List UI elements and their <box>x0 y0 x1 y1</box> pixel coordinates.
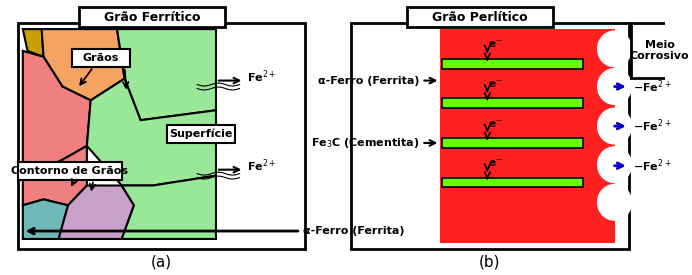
Text: Fe$^{2+}$: Fe$^{2+}$ <box>247 157 276 174</box>
Bar <box>408 7 554 27</box>
Bar <box>72 49 130 67</box>
Bar <box>442 59 583 69</box>
Bar <box>440 29 614 243</box>
Bar <box>442 98 583 108</box>
Circle shape <box>598 69 632 104</box>
Bar <box>80 7 226 27</box>
Polygon shape <box>117 29 216 120</box>
Text: −Fe$^{2+}$: −Fe$^{2+}$ <box>633 157 672 174</box>
Text: e$^{-}$: e$^{-}$ <box>488 119 502 130</box>
Polygon shape <box>59 186 134 239</box>
Polygon shape <box>42 29 125 100</box>
Text: Superfície: Superfície <box>170 129 233 139</box>
Text: (b): (b) <box>479 254 500 269</box>
Polygon shape <box>23 146 87 205</box>
Text: Meio
Corrosivo: Meio Corrosivo <box>630 40 690 61</box>
Polygon shape <box>122 176 216 239</box>
Text: Fe$_3$C (Cementita): Fe$_3$C (Cementita) <box>311 136 419 150</box>
Text: α-Ferro (Ferrita): α-Ferro (Ferrita) <box>302 226 404 236</box>
Text: e$^{-}$: e$^{-}$ <box>488 158 502 169</box>
Text: Grão Perlítico: Grão Perlítico <box>432 11 528 24</box>
Polygon shape <box>23 29 44 57</box>
Bar <box>167 125 235 143</box>
Bar <box>630 23 689 78</box>
Bar <box>18 162 122 180</box>
Text: −Fe$^{2+}$: −Fe$^{2+}$ <box>633 78 672 95</box>
Bar <box>351 23 629 249</box>
Polygon shape <box>23 199 68 239</box>
Text: Grão Ferrítico: Grão Ferrítico <box>104 11 201 24</box>
Bar <box>442 178 583 188</box>
Circle shape <box>598 31 632 67</box>
Text: Grãos: Grãos <box>83 53 119 63</box>
Text: (a): (a) <box>152 254 172 269</box>
Polygon shape <box>23 51 91 170</box>
Circle shape <box>598 108 632 144</box>
Text: e$^{-}$: e$^{-}$ <box>488 79 502 90</box>
Text: e$^{-}$: e$^{-}$ <box>488 39 502 50</box>
Text: −Fe$^{2+}$: −Fe$^{2+}$ <box>633 118 672 134</box>
Text: α-Ferro (Ferrita): α-Ferro (Ferrita) <box>318 76 419 86</box>
Bar <box>18 23 305 249</box>
Text: Fe$^{2+}$: Fe$^{2+}$ <box>247 68 276 85</box>
Bar <box>442 138 583 148</box>
Circle shape <box>598 147 632 183</box>
Text: Contorno de Grãos: Contorno de Grãos <box>12 166 129 176</box>
Polygon shape <box>87 79 216 186</box>
Circle shape <box>598 185 632 220</box>
